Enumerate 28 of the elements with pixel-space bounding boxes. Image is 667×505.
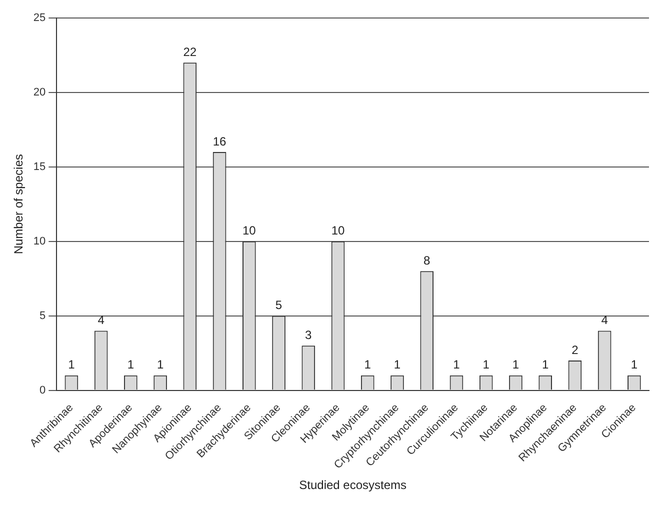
y-tick-label: 15 bbox=[33, 160, 46, 173]
data-label: 4 bbox=[98, 313, 105, 328]
data-label: 1 bbox=[394, 358, 401, 372]
y-tick-label: 20 bbox=[33, 86, 46, 98]
data-label: 10 bbox=[242, 224, 256, 238]
x-axis-title: Studied ecosystems bbox=[299, 478, 407, 492]
y-tick-label: 0 bbox=[40, 384, 46, 396]
y-tick-label: 25 bbox=[33, 12, 46, 24]
y-tick-label: 10 bbox=[33, 235, 46, 248]
data-label: 3 bbox=[305, 328, 312, 342]
data-label: 1 bbox=[512, 358, 520, 372]
y-tick-label: 5 bbox=[40, 310, 46, 322]
data-label: 2 bbox=[572, 342, 579, 357]
data-label: 1 bbox=[453, 358, 460, 372]
y-axis-title: Number of species bbox=[12, 154, 26, 254]
data-label: 1 bbox=[68, 358, 76, 372]
data-label: 1 bbox=[127, 358, 134, 372]
data-label: 8 bbox=[424, 253, 431, 268]
data-label: 1 bbox=[482, 358, 490, 372]
data-label: 1 bbox=[364, 358, 372, 372]
data-label: 1 bbox=[156, 358, 164, 372]
data-label: 4 bbox=[601, 313, 608, 328]
data-label: 22 bbox=[183, 44, 197, 59]
data-label: 10 bbox=[331, 224, 346, 238]
data-label: 1 bbox=[630, 358, 638, 372]
data-label: 5 bbox=[275, 298, 282, 312]
data-label: 16 bbox=[212, 134, 227, 148]
data-label: 1 bbox=[542, 358, 549, 372]
